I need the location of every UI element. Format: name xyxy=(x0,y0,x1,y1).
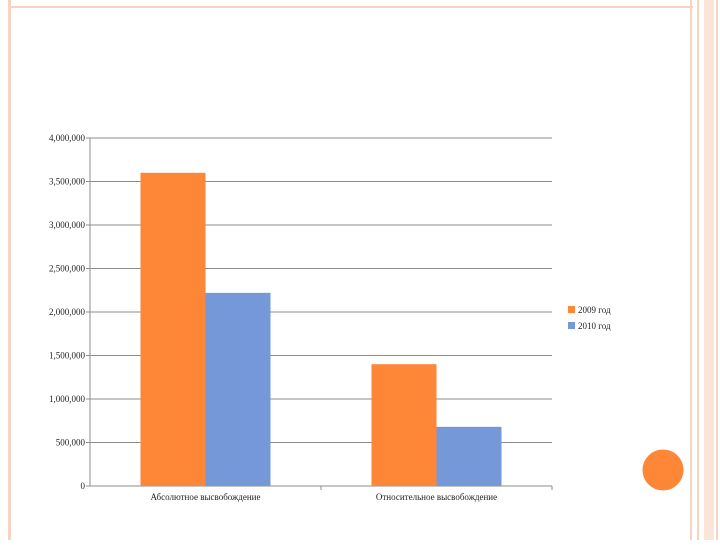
y-tick-label: 3,000,000 xyxy=(49,220,86,230)
x-category-label: Относительное высвобождение xyxy=(376,492,497,502)
bar xyxy=(436,426,502,486)
y-tick-label: 2,000,000 xyxy=(49,307,86,317)
legend-swatch xyxy=(568,322,575,329)
bar xyxy=(140,172,206,487)
y-tick-label: 1,500,000 xyxy=(49,351,86,361)
legend-label: 2009 год xyxy=(578,305,611,315)
decorative-circle xyxy=(639,446,687,494)
left-border-line xyxy=(8,0,11,540)
legend-label: 2010 год xyxy=(578,321,611,331)
legend-swatch xyxy=(568,306,575,313)
bar xyxy=(205,292,271,486)
y-tick-label: 500,000 xyxy=(56,438,86,448)
y-tick-label: 0 xyxy=(81,481,86,491)
right-border-line-2 xyxy=(697,0,699,540)
top-border-line xyxy=(8,6,693,8)
y-tick-label: 1,000,000 xyxy=(49,394,86,404)
right-border-line-3 xyxy=(716,0,718,540)
right-border-band xyxy=(704,0,714,540)
y-tick-label: 3,500,000 xyxy=(49,177,86,187)
y-tick-label: 2,500,000 xyxy=(49,264,86,274)
right-border-line-1 xyxy=(690,0,692,540)
bar xyxy=(371,364,437,486)
y-tick-label: 4,000,000 xyxy=(49,133,86,143)
x-category-label: Абсолютное высвобождение xyxy=(151,492,261,502)
